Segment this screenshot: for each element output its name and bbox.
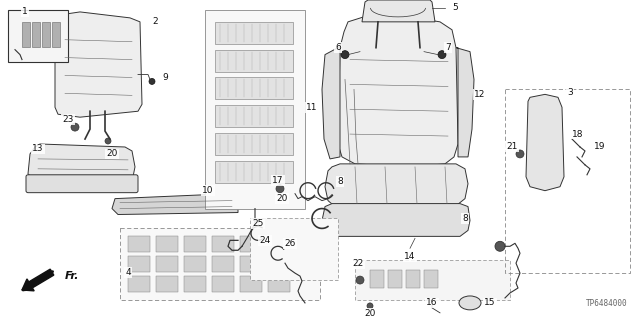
Text: 17: 17 [272,176,284,185]
Text: 20: 20 [364,309,376,318]
Text: 10: 10 [202,186,214,195]
Circle shape [356,276,364,284]
Polygon shape [55,12,142,117]
Bar [212,236,234,252]
Bar [268,276,290,292]
Polygon shape [338,15,458,167]
Polygon shape [322,204,470,236]
Bar [240,276,262,292]
Bar [22,22,30,47]
FancyBboxPatch shape [26,175,138,193]
Bar [215,133,293,155]
Bar [406,270,420,288]
Bar [388,270,402,288]
Text: 14: 14 [404,252,416,261]
Bar [52,22,60,47]
Bar [205,10,305,209]
Bar [424,270,438,288]
Bar [370,270,384,288]
Circle shape [495,241,505,251]
Text: 3: 3 [567,88,573,97]
Text: 12: 12 [474,90,486,99]
Bar [240,236,262,252]
Bar [215,22,293,44]
Bar [184,256,206,272]
Bar [215,105,293,127]
Text: 13: 13 [32,145,44,153]
Bar [212,276,234,292]
Text: 21: 21 [506,143,518,152]
Text: 15: 15 [484,298,496,308]
Polygon shape [28,144,135,182]
Bar [184,276,206,292]
Bar [215,161,293,183]
Circle shape [367,303,373,309]
Text: 8: 8 [462,214,468,223]
FancyArrow shape [22,269,54,291]
Text: 20: 20 [276,194,288,203]
Polygon shape [456,48,474,157]
Bar [42,22,50,47]
Text: 5: 5 [452,4,458,12]
Bar [156,276,178,292]
Bar [355,260,510,300]
Text: 11: 11 [307,103,317,112]
Text: Fr.: Fr. [65,271,79,281]
Bar [184,236,206,252]
Circle shape [516,150,524,158]
Bar [156,236,178,252]
Polygon shape [526,94,564,191]
Text: 24: 24 [259,236,271,245]
Text: 7: 7 [445,43,451,52]
Circle shape [105,138,111,144]
Circle shape [438,51,446,59]
Bar [120,228,320,300]
Bar [8,10,68,62]
Text: 4: 4 [125,268,131,277]
Bar [268,236,290,252]
Bar [505,89,630,273]
Text: 19: 19 [595,143,605,152]
Bar [212,256,234,272]
Text: 1: 1 [22,7,28,16]
Circle shape [71,123,79,131]
Bar [268,256,290,272]
Text: 9: 9 [162,73,168,82]
Text: 8: 8 [337,177,343,186]
Circle shape [276,185,284,193]
Text: TP6484000: TP6484000 [586,299,628,308]
Text: 18: 18 [572,130,584,138]
Circle shape [341,51,349,59]
Text: 16: 16 [426,298,438,308]
Text: 25: 25 [252,219,264,228]
Bar [128,256,150,272]
Text: 2: 2 [152,17,158,26]
Polygon shape [362,0,435,22]
Text: 23: 23 [62,115,74,124]
Bar [128,236,150,252]
Ellipse shape [459,296,481,310]
Polygon shape [322,48,340,159]
Bar [250,219,338,280]
Text: 6: 6 [335,43,341,52]
Text: 26: 26 [284,239,296,248]
Bar [128,276,150,292]
Bar [215,50,293,71]
Bar [32,22,40,47]
Bar [156,256,178,272]
Text: 20: 20 [106,149,118,159]
Circle shape [149,78,155,85]
Text: 22: 22 [353,259,364,268]
Polygon shape [112,194,238,214]
Bar [215,78,293,99]
Bar [240,256,262,272]
Polygon shape [325,164,468,207]
